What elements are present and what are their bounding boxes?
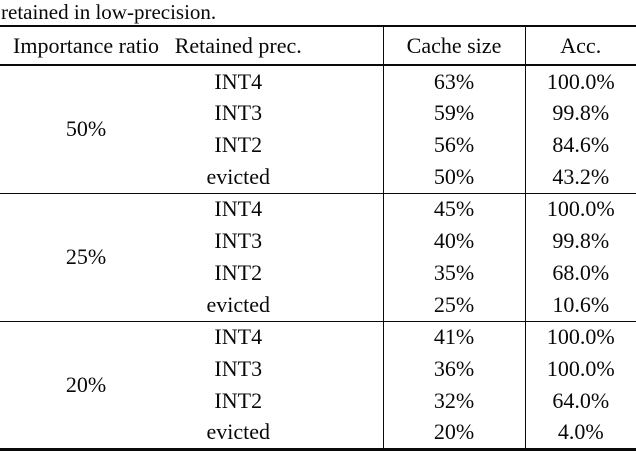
retained-prec-cell: INT2	[214, 132, 263, 157]
acc-cell: 10.6%	[524, 289, 636, 321]
table-row: 50% INT4 63% 100.0%	[0, 65, 636, 141]
table-row: INT3 40% 99.8%	[0, 225, 636, 257]
cache-size-cell: 32%	[382, 385, 525, 417]
retained-prec-cell: INT4	[214, 324, 263, 350]
retained-prec-cell: INT3	[214, 228, 263, 253]
header-cache-size: Cache size	[382, 26, 525, 65]
cache-size-cell: 40%	[382, 225, 525, 257]
table-row: INT2 35% 68.0%	[0, 257, 636, 289]
cache-size-cell: 56%	[382, 129, 525, 161]
cache-size-cell: 50%	[382, 161, 525, 193]
acc-cell: 100.0%	[524, 321, 636, 353]
results-table: Importance ratio Retained prec. Cache si…	[0, 25, 636, 451]
cache-size-cell: 35%	[382, 257, 525, 289]
acc-cell: 100.0%	[524, 65, 636, 97]
table-row: evicted 25% 10.6%	[0, 289, 636, 321]
table-row: evicted 50% 43.2%	[0, 161, 636, 193]
retained-prec-cell: INT4	[214, 68, 263, 94]
table-row: 25% INT4 45% 100.0%	[0, 193, 636, 269]
cache-size-cell: 59%	[382, 97, 525, 129]
cache-size-cell: 25%	[382, 289, 525, 321]
acc-cell: 99.8%	[524, 225, 636, 257]
cache-size-cell: 45%	[382, 193, 525, 225]
retained-prec-cell: INT2	[214, 388, 263, 413]
acc-cell: 43.2%	[524, 161, 636, 193]
table-header-row: Importance ratio Retained prec. Cache si…	[0, 26, 636, 65]
table-row: evicted 20% 4.0%	[0, 417, 636, 449]
acc-cell: 100.0%	[524, 353, 636, 385]
retained-prec-cell: evicted	[206, 419, 271, 445]
cache-size-cell: 41%	[382, 321, 525, 353]
retained-prec-cell: evicted	[206, 163, 271, 189]
table-row: 20% INT4 41% 100.0%	[0, 321, 636, 397]
table-row: INT3 59% 99.8%	[0, 97, 636, 129]
importance-ratio-cell: 20%	[65, 371, 107, 397]
acc-cell: 84.6%	[524, 129, 636, 161]
header-acc: Acc.	[524, 26, 636, 65]
acc-cell: 4.0%	[524, 417, 636, 449]
table-row: INT2 56% 84.6%	[0, 129, 636, 161]
acc-cell: 68.0%	[524, 257, 636, 289]
cache-size-cell: 20%	[382, 417, 525, 449]
table-row: INT3 36% 100.0%	[0, 353, 636, 385]
acc-cell: 64.0%	[524, 385, 636, 417]
importance-ratio-cell: 25%	[65, 244, 107, 269]
table-caption: retained in low-precision.	[1, 0, 217, 24]
retained-prec-cell: INT2	[214, 260, 263, 285]
table-row: INT2 32% 64.0%	[0, 385, 636, 417]
importance-ratio-cell: 50%	[65, 116, 107, 142]
retained-prec-cell: INT3	[214, 100, 263, 125]
header-importance-ratio: Importance ratio	[13, 32, 159, 58]
ratio-group-25: 25% INT4 45% 100.0% INT3 40% 99.8% INT2 …	[0, 193, 636, 321]
acc-cell: 99.8%	[524, 97, 636, 129]
cache-size-cell: 36%	[382, 353, 525, 385]
header-retained-prec: Retained prec.	[174, 32, 302, 58]
retained-prec-cell: evicted	[206, 291, 271, 317]
retained-prec-cell: INT4	[214, 196, 263, 222]
retained-prec-cell: INT3	[214, 356, 263, 381]
acc-cell: 100.0%	[524, 193, 636, 225]
ratio-group-20: 20% INT4 41% 100.0% INT3 36% 100.0% INT2…	[0, 321, 636, 449]
ratio-group-50: 50% INT4 63% 100.0% INT3 59% 99.8% INT2 …	[0, 65, 636, 193]
cache-size-cell: 63%	[382, 65, 525, 97]
